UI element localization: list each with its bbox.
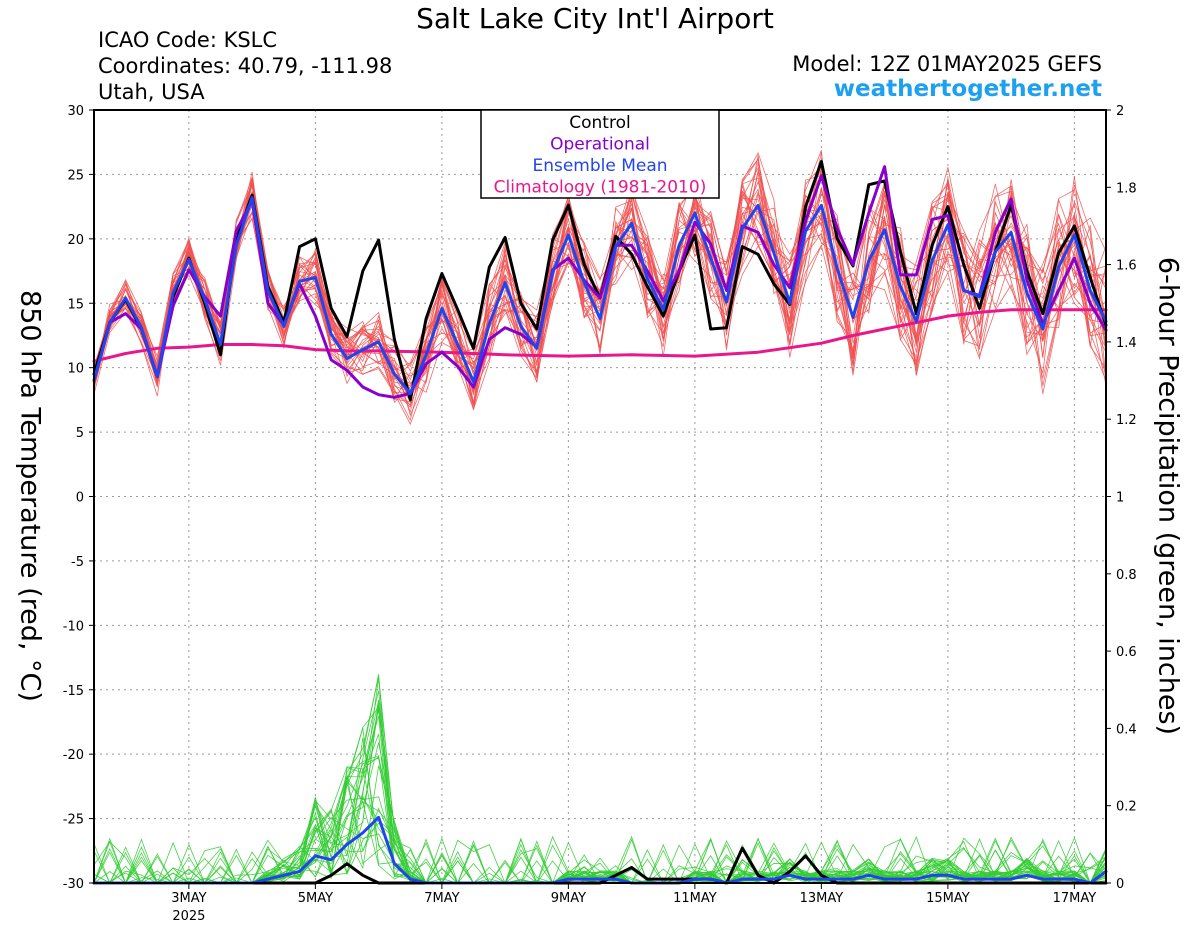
y-tick-left: -30 <box>63 877 84 892</box>
y-tick-left: 15 <box>67 297 84 312</box>
x-tick-year: 2025 <box>172 909 205 924</box>
chart-title: Salt Lake City Int'l Airport <box>416 2 774 35</box>
location-label: Utah, USA <box>98 80 205 104</box>
y-tick-right: 1.4 <box>1116 336 1137 351</box>
x-tick-label: 3MAY <box>171 891 206 906</box>
y-tick-left: -20 <box>63 748 84 763</box>
y-tick-right: 1.6 <box>1116 259 1137 274</box>
operational-temp-line <box>92 165 1108 399</box>
y-tick-left: 25 <box>67 168 84 183</box>
y-tick-right: 1 <box>1116 491 1124 506</box>
ensemble-mean-temp-line <box>92 196 1108 395</box>
y-tick-right: 0.8 <box>1116 568 1137 583</box>
ensemble-member-precip-line <box>93 700 1107 884</box>
ensemble-member-precip-line <box>93 706 1107 885</box>
y-tick-right: 0.2 <box>1116 800 1137 815</box>
x-tick-label: 7MAY <box>424 891 459 906</box>
y-tick-left: -15 <box>63 684 84 699</box>
ensemble-member-temp-line <box>93 167 1107 407</box>
x-tick-label: 13MAY <box>800 891 844 906</box>
y-tick-left: 5 <box>76 426 84 441</box>
ensemble-mean-precip-line <box>92 815 1108 885</box>
y-tick-right: 1.2 <box>1116 413 1137 428</box>
ensemble-member-precip-line <box>94 776 1107 884</box>
legend-box <box>480 109 720 199</box>
legend-entry: Control <box>569 113 630 133</box>
legend-entry: Climatology (1981-2010) <box>494 178 707 198</box>
ensemble-member-precip-line <box>93 707 1107 884</box>
icao-code-label: ICAO Code: KSLC <box>98 28 278 52</box>
ensemble-member-precip-line <box>94 727 1107 884</box>
ensemble-member-precip-line <box>94 703 1107 884</box>
ensemble-member-precip-line <box>93 678 1107 884</box>
x-tick-label: 5MAY <box>298 891 333 906</box>
y-tick-left: -10 <box>63 619 84 634</box>
ensemble-member-precip-line <box>94 700 1107 884</box>
ensemble-member-precip-line <box>94 674 1107 884</box>
y-tick-left: 10 <box>67 362 84 377</box>
y-tick-left: 20 <box>67 233 84 248</box>
y-tick-right: 1.8 <box>1116 181 1137 196</box>
ensemble-member-precip-line <box>94 733 1107 884</box>
ensemble-member-precip-line <box>93 709 1107 884</box>
coordinates-label: Coordinates: 40.79, -111.98 <box>98 54 393 78</box>
y-tick-right: 0 <box>1116 877 1124 892</box>
y-tick-right: 2 <box>1116 104 1124 119</box>
climatology-temp-line <box>92 308 1108 363</box>
y-tick-left: -5 <box>71 555 84 570</box>
y-tick-left: -25 <box>63 813 84 828</box>
x-tick-label: 15MAY <box>926 891 970 906</box>
model-run-label: Model: 12Z 01MAY2025 GEFS <box>792 52 1102 76</box>
x-tick-label: 11MAY <box>673 891 717 906</box>
y-tick-left: 30 <box>67 104 84 119</box>
x-tick-label: 17MAY <box>1053 891 1097 906</box>
ensemble-member-precip-line <box>94 737 1107 884</box>
legend-entry: Operational <box>550 135 650 155</box>
y-tick-right: 0.6 <box>1116 645 1137 660</box>
site-link[interactable]: weathertogether.net <box>833 76 1102 102</box>
x-tick-label: 9MAY <box>551 891 586 906</box>
ensemble-member-precip-line <box>94 775 1107 884</box>
legend-entry: Ensemble Mean <box>532 156 667 176</box>
y-tick-left: 0 <box>76 491 84 506</box>
y-tick-right: 0.4 <box>1116 722 1137 737</box>
